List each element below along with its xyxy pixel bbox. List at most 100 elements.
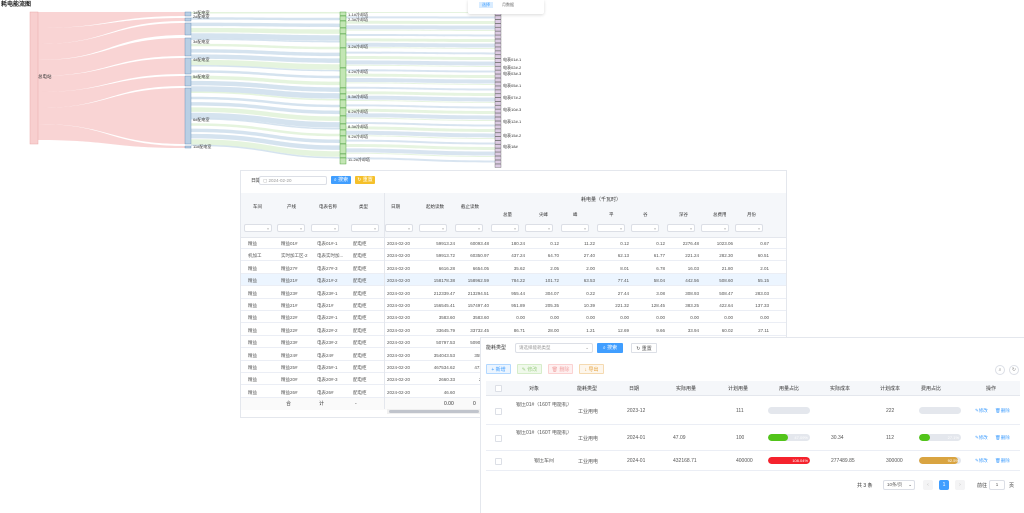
column-filter-input[interactable]: ▿ xyxy=(277,224,305,232)
date-filter-value: 2024-02-20 xyxy=(269,178,292,183)
energy-search-button[interactable]: ⌕ 搜索 xyxy=(331,176,351,184)
flow-link xyxy=(346,87,495,91)
filter-icon: ▿ xyxy=(334,225,336,232)
flow-right-label: 5-3#冷却塔 xyxy=(348,95,368,99)
row-checkbox[interactable] xyxy=(495,408,502,415)
row-checkbox[interactable] xyxy=(495,458,502,465)
node-purple xyxy=(495,16,501,19)
date-filter-input[interactable]: ▢ 2024-02-20 xyxy=(259,176,327,185)
prev-page-button[interactable]: ‹ xyxy=(923,480,933,490)
export-label: 导出 xyxy=(588,367,598,373)
column-filter-input[interactable]: ▿ xyxy=(667,224,695,232)
view-switch-chip[interactable]: 选择 xyxy=(479,2,493,8)
table-cell: 212339.47 xyxy=(425,291,455,296)
column-filter-input[interactable]: ▿ xyxy=(455,224,483,232)
filter-icon: ▿ xyxy=(548,225,550,232)
table-cell: 6654.05 xyxy=(459,266,489,271)
flow-right-label: 9-2#冷却塔 xyxy=(348,135,368,139)
row-edit-link[interactable]: ✎修改 xyxy=(975,435,988,441)
table-cell: 33732.45 xyxy=(459,328,489,333)
scrollbar-thumb[interactable] xyxy=(389,410,479,413)
energy-col-header: 产线 xyxy=(287,204,296,210)
object-cell: 银压车间 xyxy=(514,458,574,465)
column-filter-input[interactable]: ▿ xyxy=(597,224,625,232)
table-cell: 6.78 xyxy=(635,266,665,271)
view-switch-text[interactable]: 月数据 xyxy=(502,3,514,7)
plan-col-header: 操作 xyxy=(986,385,996,392)
edit-button[interactable]: ✎ 修改 xyxy=(517,364,542,374)
column-filter-input[interactable]: ▿ xyxy=(735,224,763,232)
page-number-label: 1 xyxy=(943,482,946,488)
column-filter-input[interactable]: ▿ xyxy=(244,224,272,232)
select-all-checkbox[interactable] xyxy=(495,385,502,392)
flow-link xyxy=(346,60,495,65)
table-cell: 0.00 xyxy=(495,315,525,320)
energy-reset-button[interactable]: ↻ 重置 xyxy=(355,176,375,184)
table-cell: 2024-02-20 xyxy=(387,390,410,395)
energy-type-select[interactable]: 请选择能耗类型 ⌄ xyxy=(515,343,593,353)
table-cell: 精益23# xyxy=(281,291,298,297)
flow-link xyxy=(191,28,340,34)
flow-far-label: 电表02#-2 xyxy=(503,66,521,70)
table-cell: 精益24# xyxy=(281,353,298,359)
column-filter-input[interactable]: ▿ xyxy=(561,224,589,232)
plan-reset-button[interactable]: ↻ 重置 xyxy=(631,343,657,353)
add-button[interactable]: + 新增 xyxy=(486,364,511,374)
table-cell: 21.80 xyxy=(703,266,733,271)
column-filter-input[interactable]: ▿ xyxy=(385,224,413,232)
delete-button[interactable]: 🗑 删除 xyxy=(548,364,573,374)
filter-icon: ▿ xyxy=(654,225,656,232)
row-delete-link[interactable]: 🗑删除 xyxy=(995,435,1010,441)
node-purple xyxy=(495,117,501,120)
node-mid xyxy=(185,23,191,35)
column-filter-input[interactable]: ▿ xyxy=(419,224,447,232)
column-filter-input[interactable]: ▿ xyxy=(311,224,339,232)
node-green xyxy=(340,144,346,154)
row-edit-link[interactable]: ✎修改 xyxy=(975,408,988,414)
settings-circle-button[interactable]: ↻ xyxy=(1009,365,1019,375)
node-mid xyxy=(185,58,191,74)
table-cell: 213294.51 xyxy=(459,291,489,296)
column-filter-input[interactable]: ▿ xyxy=(631,224,659,232)
node-purple xyxy=(495,59,501,62)
energy-col-header: 起始读数 xyxy=(426,204,444,210)
column-filter-input[interactable]: ▿ xyxy=(701,224,729,232)
goto-page-input[interactable]: 1 xyxy=(989,480,1005,490)
plan-search-button[interactable]: ⌕ 搜索 xyxy=(597,343,623,353)
flow-far-label: 电表03#-3 xyxy=(503,72,521,76)
object-cell: 银压01#（160T 电能机） xyxy=(514,430,574,437)
energy-flow-chart xyxy=(0,8,560,173)
energy-search-label: 搜索 xyxy=(338,177,348,183)
column-filter-input[interactable]: ▿ xyxy=(525,224,553,232)
row-delete-link[interactable]: 🗑删除 xyxy=(995,408,1010,414)
page-number-current[interactable]: 1 xyxy=(939,480,949,490)
next-page-button[interactable]: › xyxy=(955,480,965,490)
table-cell: 157497.40 xyxy=(459,303,489,308)
energy-reset-label: 重置 xyxy=(363,177,373,183)
flow-mid-label: 5#配电室 xyxy=(193,75,209,79)
row-checkbox[interactable] xyxy=(495,435,502,442)
table-cell: 精益 xyxy=(248,328,257,334)
refresh-circle-button[interactable]: ⌕ xyxy=(995,365,1005,375)
cost-progress-bar: 92.5% xyxy=(919,457,961,464)
column-filter-input[interactable]: ▿ xyxy=(491,224,519,232)
row-edit-link[interactable]: ✎修改 xyxy=(975,458,988,464)
node-green xyxy=(340,94,346,100)
export-button[interactable]: ↓ 导出 xyxy=(579,364,604,374)
table-cell: 配电柜 xyxy=(353,377,367,383)
row-delete-link[interactable]: 🗑删除 xyxy=(995,458,1010,464)
column-filter-input[interactable]: ▿ xyxy=(351,224,379,232)
footer-sum-4: 0.00 xyxy=(444,402,454,407)
page-size-select[interactable]: 10条/页 ⌄ xyxy=(883,480,915,490)
